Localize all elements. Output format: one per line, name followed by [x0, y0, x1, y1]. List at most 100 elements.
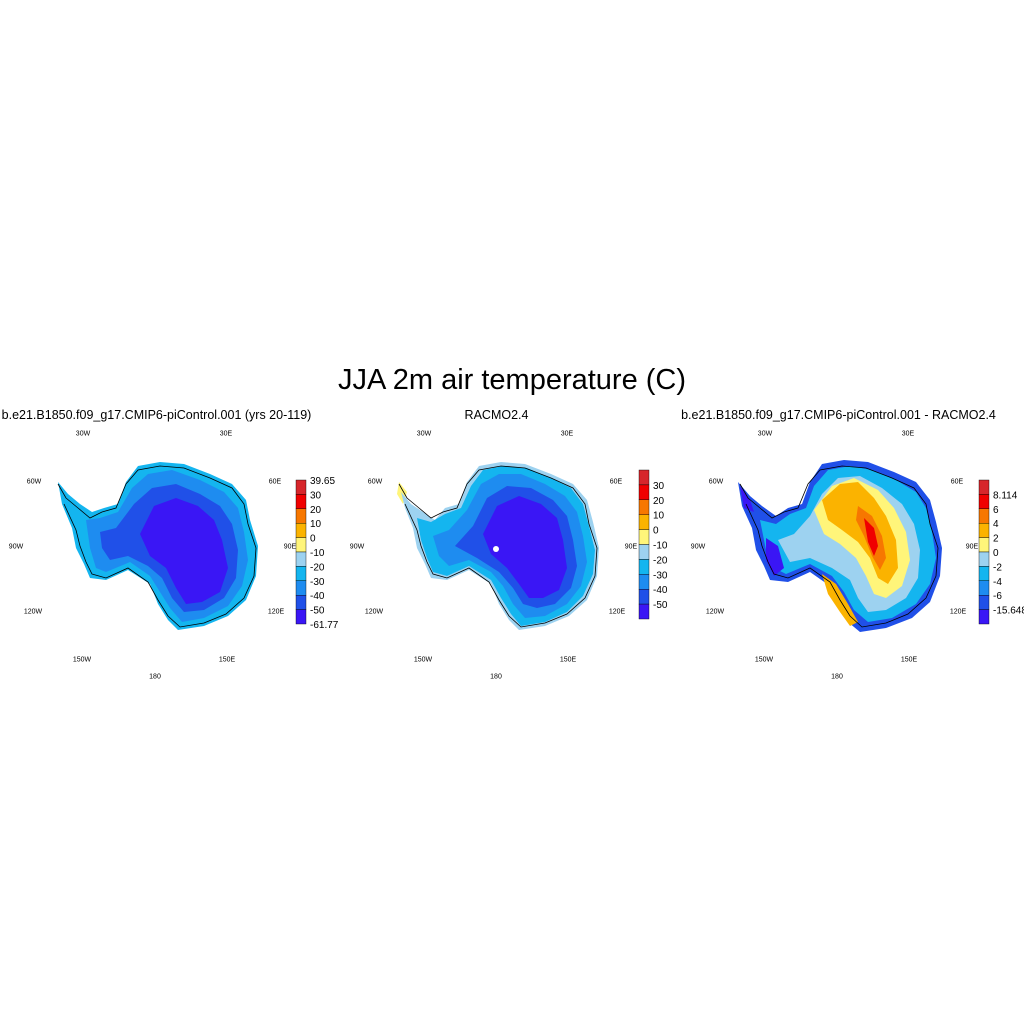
colorbar-label: -20	[310, 562, 325, 573]
lon-label: 60E	[268, 478, 282, 486]
colorbar-label: -40	[653, 585, 668, 596]
lon-label: 150E	[900, 656, 918, 664]
colorbar-label: 39.65	[310, 476, 335, 487]
colorbar-swatch	[978, 580, 990, 596]
colorbar-label: -2	[993, 562, 1002, 573]
colorbar-swatch	[978, 566, 990, 582]
colorbar-swatch	[978, 594, 990, 610]
lon-label: 30W	[75, 430, 91, 438]
colorbar-label: -40	[310, 591, 325, 602]
colorbar-swatch	[295, 566, 307, 582]
colorbar-swatch	[295, 580, 307, 596]
colorbar-swatch	[978, 537, 990, 553]
lon-label: 90W	[8, 543, 24, 551]
colorbar-label: 0	[653, 526, 659, 537]
continent-field	[58, 462, 258, 630]
lon-label: 60W	[26, 478, 42, 486]
lon-label: 60W	[367, 478, 383, 486]
lon-label: 30W	[416, 430, 432, 438]
lon-label: 90W	[349, 543, 365, 551]
lon-label: 150W	[72, 656, 92, 664]
colorbar-label: 30	[653, 481, 665, 492]
colorbar-label: -6	[993, 591, 1002, 602]
colorbar-swatch	[978, 551, 990, 567]
colorbar-label: 0	[993, 548, 999, 559]
colorbar-label: 8.114	[993, 490, 1018, 501]
colorbar-swatch	[978, 508, 990, 524]
lon-label: 180	[149, 673, 161, 681]
colorbar-swatch	[295, 537, 307, 553]
colorbar-label: 30	[310, 490, 322, 501]
colorbar-swatch	[295, 494, 307, 509]
lon-label: 150E	[218, 656, 236, 664]
colorbar-label: 20	[653, 496, 665, 507]
lon-label: 150W	[413, 656, 433, 664]
colorbar-swatch	[638, 603, 650, 620]
colorbar-label: -4	[993, 577, 1002, 588]
colorbar-swatch	[978, 609, 990, 625]
lon-label: 120E	[949, 608, 967, 616]
colorbar-swatch	[295, 551, 307, 567]
colorbar-swatch	[978, 479, 990, 495]
coastline	[57, 465, 257, 628]
lon-label: 120E	[267, 608, 285, 616]
continent-field	[738, 460, 942, 632]
panel-title: RACMO2.4	[464, 408, 529, 422]
colorbar-label: -30	[310, 577, 325, 588]
lon-label: 90E	[965, 543, 979, 551]
colorbar-label: 10	[653, 511, 665, 522]
colorbar-label: 10	[310, 519, 322, 530]
antarctica-map	[397, 462, 599, 630]
antarctica-map	[57, 462, 258, 630]
colorbar-label: -30	[653, 570, 668, 581]
colorbar-swatch	[638, 559, 650, 575]
colorbar-swatch	[295, 523, 307, 538]
lon-label: 60E	[950, 478, 964, 486]
lon-label: 180	[831, 673, 843, 681]
colorbar-swatch	[638, 544, 650, 560]
colorbar-swatch	[295, 479, 307, 495]
colorbar-label: -50	[653, 600, 668, 611]
colorbar-label: -61.77	[310, 620, 339, 631]
panel-difference: b.e21.B1850.f09_g17.CMIP6-piControl.001 …	[681, 408, 1024, 698]
colorbar-swatch	[638, 574, 650, 590]
colorbar-label: 20	[310, 505, 322, 516]
continent-field	[397, 462, 599, 630]
lon-label: 180	[490, 673, 502, 681]
colorbar-label: 2	[993, 534, 999, 545]
figure-title: JJA 2m air temperature (C)	[337, 364, 687, 396]
colorbar-label: -10	[653, 541, 668, 552]
lon-label: 120W	[23, 608, 43, 616]
colorbar-swatch	[295, 508, 307, 524]
lon-label: 120W	[364, 608, 384, 616]
colorbar-swatch	[295, 609, 307, 625]
colorbar-swatch	[295, 594, 307, 610]
lon-label: 60W	[708, 478, 724, 486]
colorbar-swatch	[638, 469, 650, 486]
colorbar: 8.114 6 4 2 0 -2 -4 -6 -15.648	[978, 479, 1024, 625]
coastline	[398, 465, 598, 628]
lon-label: 150W	[754, 656, 774, 664]
colorbar-swatch	[978, 523, 990, 538]
colorbar-swatch	[638, 529, 650, 545]
lon-label: 90W	[690, 543, 706, 551]
colorbar-label: 4	[993, 519, 999, 530]
panel-racmo: RACMO2.4 30W 30E 60W 60E 90W 90E 120W 12…	[341, 408, 682, 698]
lon-label: 30E	[219, 430, 233, 438]
panel-title: b.e21.B1850.f09_g17.CMIP6-piControl.001 …	[1, 408, 312, 422]
colorbar: 30 20 10 0 -10 -20 -30 -40 -50	[638, 469, 668, 620]
colorbar-label: -15.648	[993, 606, 1024, 617]
panel-title: b.e21.B1850.f09_g17.CMIP6-piControl.001 …	[681, 408, 996, 422]
colorbar-swatch	[638, 514, 650, 530]
lon-label: 30E	[901, 430, 915, 438]
colorbar-swatch	[978, 494, 990, 509]
coastline	[739, 465, 939, 628]
lon-label: 120E	[608, 608, 626, 616]
colorbar-label: 0	[310, 534, 316, 545]
colorbar-label: -10	[310, 548, 325, 559]
colorbar-label: -50	[310, 606, 325, 617]
colorbar-swatch	[638, 499, 650, 515]
colorbar-label: -20	[653, 555, 668, 566]
colorbar-swatch	[638, 484, 650, 500]
colorbar-label: 6	[993, 505, 999, 516]
